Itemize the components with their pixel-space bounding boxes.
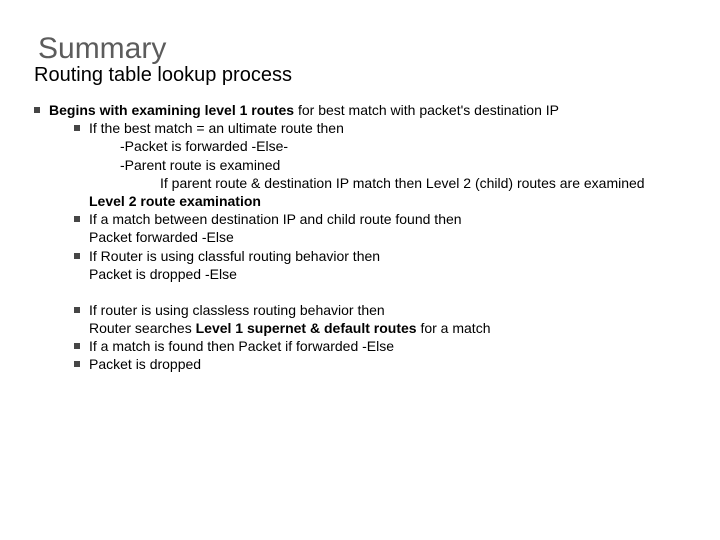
- text: Packet forwarded -Else: [89, 229, 234, 245]
- list-item: -Parent route is examined: [120, 156, 686, 174]
- square-bullet-icon: [74, 361, 80, 367]
- list-text: Begins with examining level 1 routes for…: [49, 101, 559, 119]
- list-text: -Packet is forwarded -Else-: [120, 137, 288, 155]
- square-bullet-icon: [74, 343, 80, 349]
- list-item: If router is using classless routing beh…: [74, 301, 686, 337]
- square-bullet-icon: [74, 253, 80, 259]
- text: for best match with packet's destination…: [294, 102, 559, 118]
- list-text: If a match between destination IP and ch…: [89, 210, 462, 246]
- slide-body: Begins with examining level 1 routes for…: [34, 101, 686, 374]
- list-item: If a match is found then Packet if forwa…: [74, 337, 686, 355]
- text: If Router is using classful routing beha…: [89, 248, 380, 264]
- spacer: [34, 283, 686, 301]
- square-bullet-icon: [74, 216, 80, 222]
- text: Router searches: [89, 320, 196, 336]
- text: If router is using classless routing beh…: [89, 302, 385, 318]
- text: If a match between destination IP and ch…: [89, 211, 462, 227]
- list-item: If a match between destination IP and ch…: [74, 210, 686, 246]
- list-item: If parent route & destination IP match t…: [160, 174, 686, 192]
- list-text: If router is using classless routing beh…: [89, 301, 490, 337]
- text: Packet is dropped -Else: [89, 266, 237, 282]
- slide-title: Summary: [38, 32, 686, 66]
- square-bullet-icon: [34, 107, 40, 113]
- text-bold: Level 1 supernet & default routes: [196, 320, 417, 336]
- list-text: Level 2 route examination: [89, 192, 261, 210]
- list-item: If the best match = an ultimate route th…: [74, 119, 686, 137]
- list-text: -Parent route is examined: [120, 156, 280, 174]
- list-item: Level 2 route examination: [89, 192, 686, 210]
- text: for a match: [417, 320, 491, 336]
- square-bullet-icon: [74, 125, 80, 131]
- list-text: If Router is using classful routing beha…: [89, 247, 380, 283]
- list-item: If Router is using classful routing beha…: [74, 247, 686, 283]
- square-bullet-icon: [74, 307, 80, 313]
- slide-container: Summary Routing table lookup process Beg…: [0, 0, 720, 374]
- list-item: Begins with examining level 1 routes for…: [34, 101, 686, 119]
- list-text: If a match is found then Packet if forwa…: [89, 337, 394, 355]
- list-item: Packet is dropped: [74, 355, 686, 373]
- list-text: If the best match = an ultimate route th…: [89, 119, 344, 137]
- list-item: -Packet is forwarded -Else-: [120, 137, 686, 155]
- text-bold: Begins with examining level 1 routes: [49, 102, 294, 118]
- list-text: If parent route & destination IP match t…: [160, 174, 645, 192]
- slide-subtitle: Routing table lookup process: [34, 64, 686, 87]
- list-text: Packet is dropped: [89, 355, 201, 373]
